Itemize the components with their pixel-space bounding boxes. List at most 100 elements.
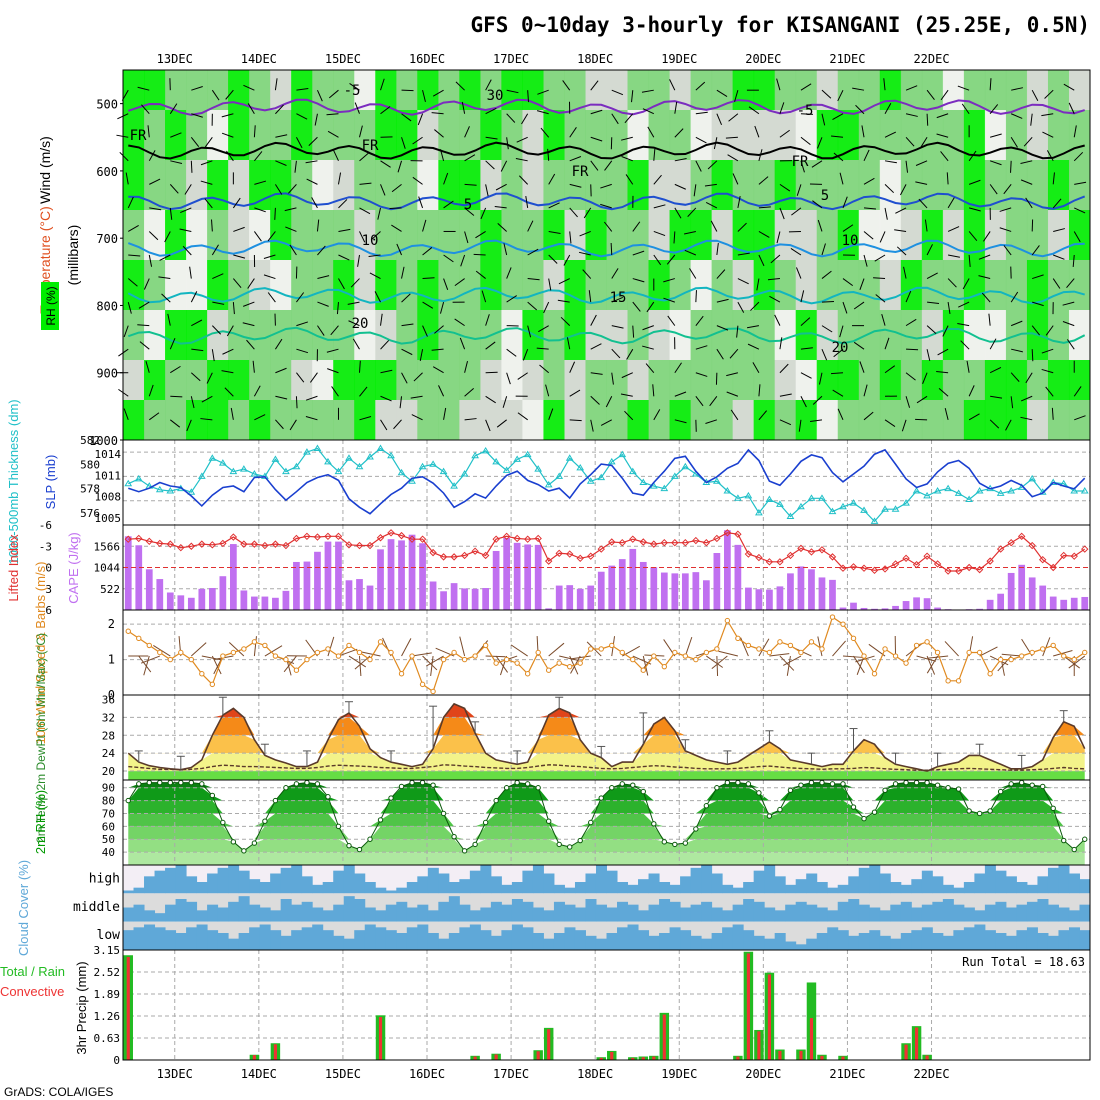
wind-barb [222, 348, 234, 355]
wind-barb [252, 360, 255, 373]
wind-barb [253, 151, 263, 162]
lifted-marker [881, 565, 889, 573]
wind-barb [548, 254, 558, 264]
rh-cell [522, 260, 544, 310]
x-tick-label-top: 14DEC [241, 52, 277, 66]
cape-bar [797, 566, 805, 610]
cape-bar [913, 597, 920, 610]
wind-barb [968, 179, 981, 185]
surface-wind-barb [485, 655, 506, 658]
precip-convective-bar [641, 1057, 645, 1060]
wind-speed-marker [377, 639, 384, 645]
wind-barb [169, 103, 178, 114]
wind-barb [800, 83, 812, 91]
wind-barb [569, 207, 578, 218]
cloud-cell [795, 944, 807, 950]
rh-cell [753, 260, 776, 310]
wind-speed-marker [861, 653, 867, 659]
wind-barb [611, 296, 623, 303]
wind-barb [800, 317, 811, 327]
cape-bar [818, 577, 826, 610]
rh-cell [858, 70, 881, 110]
cape-bar [482, 588, 489, 610]
rh-cell [438, 160, 460, 210]
contour-label: -5 [344, 83, 361, 99]
rh2m-marker [524, 781, 531, 787]
cape-bar [839, 607, 847, 610]
wind-barb [947, 302, 951, 315]
wind-barb [946, 172, 949, 185]
y-tick-pressure: 900 [96, 367, 118, 381]
wind-barb [515, 158, 528, 162]
wind-barb [758, 410, 768, 421]
wind-barb [695, 81, 706, 91]
cloud-cell [585, 935, 597, 950]
ylabel-wind10m: 10m Wind Speed & Barbs (m/s) [33, 562, 48, 745]
surface-wind-barb [264, 645, 283, 657]
rh2m-marker [209, 792, 216, 799]
thickness-marker [155, 485, 164, 493]
wind-barb [983, 231, 991, 242]
rh2m-marker [976, 810, 983, 817]
cape-bar [997, 593, 1005, 610]
wind-barb [527, 248, 539, 256]
thickness-marker [366, 453, 374, 460]
rh-cell [921, 70, 944, 110]
wind-barb [391, 183, 402, 193]
rh-cell [732, 260, 755, 310]
cape-bar [377, 549, 384, 610]
rh-cell [186, 210, 208, 260]
cape-bar [230, 544, 237, 610]
surface-wind-barb [138, 655, 152, 673]
cloud-cell [574, 882, 586, 894]
cloud-cell [238, 870, 250, 894]
wind-speed-marker [987, 671, 993, 677]
cape-bar [976, 608, 983, 610]
wind-barb [225, 89, 234, 100]
cloud-cell [144, 876, 156, 894]
rh-cell [690, 210, 713, 260]
wind-barb [212, 301, 225, 305]
wind-barb [800, 372, 812, 379]
surface-wind-barb [855, 655, 875, 663]
lifted-marker [513, 534, 521, 543]
precip-tick: 0 [113, 1054, 120, 1067]
rh-band [128, 852, 1085, 865]
rh2m-marker [272, 797, 279, 804]
rh-cell [774, 70, 797, 110]
rh-cell [396, 160, 418, 210]
cloud-cell [354, 930, 366, 950]
rh-cell [669, 110, 692, 160]
wind-barb [915, 181, 928, 185]
surface-wind-barb [360, 651, 381, 657]
cloud-cell [669, 927, 681, 950]
cloud-cell [511, 882, 523, 894]
rh-cell [711, 160, 734, 210]
lifted-marker [797, 544, 805, 553]
wind-barb [569, 183, 582, 188]
wind-barb [473, 253, 486, 256]
wind-barb [611, 113, 619, 125]
wind-barb [747, 343, 760, 350]
wind-barb [855, 104, 865, 115]
rh-tick: 40 [102, 846, 115, 859]
lifted-marker [786, 551, 795, 560]
wind-barb [653, 254, 662, 266]
wind-barb [326, 348, 339, 353]
thickness-marker [1007, 487, 1016, 494]
wind-barb [879, 231, 886, 243]
lifted-marker [471, 547, 479, 555]
wind-barb [1066, 339, 1075, 350]
cloud-cell [438, 901, 450, 922]
rh-cell [228, 70, 250, 110]
cape-bar [587, 585, 595, 610]
wind-barb [412, 176, 423, 185]
wind-barb [642, 345, 654, 350]
wind-barb [905, 396, 911, 408]
cape-bar [681, 573, 689, 610]
lifted-marker [1049, 563, 1057, 572]
wind-barb [968, 413, 980, 421]
temp-tick: 24 [102, 747, 116, 760]
cloud-cell [501, 930, 513, 950]
wind-barb [1010, 160, 1012, 173]
